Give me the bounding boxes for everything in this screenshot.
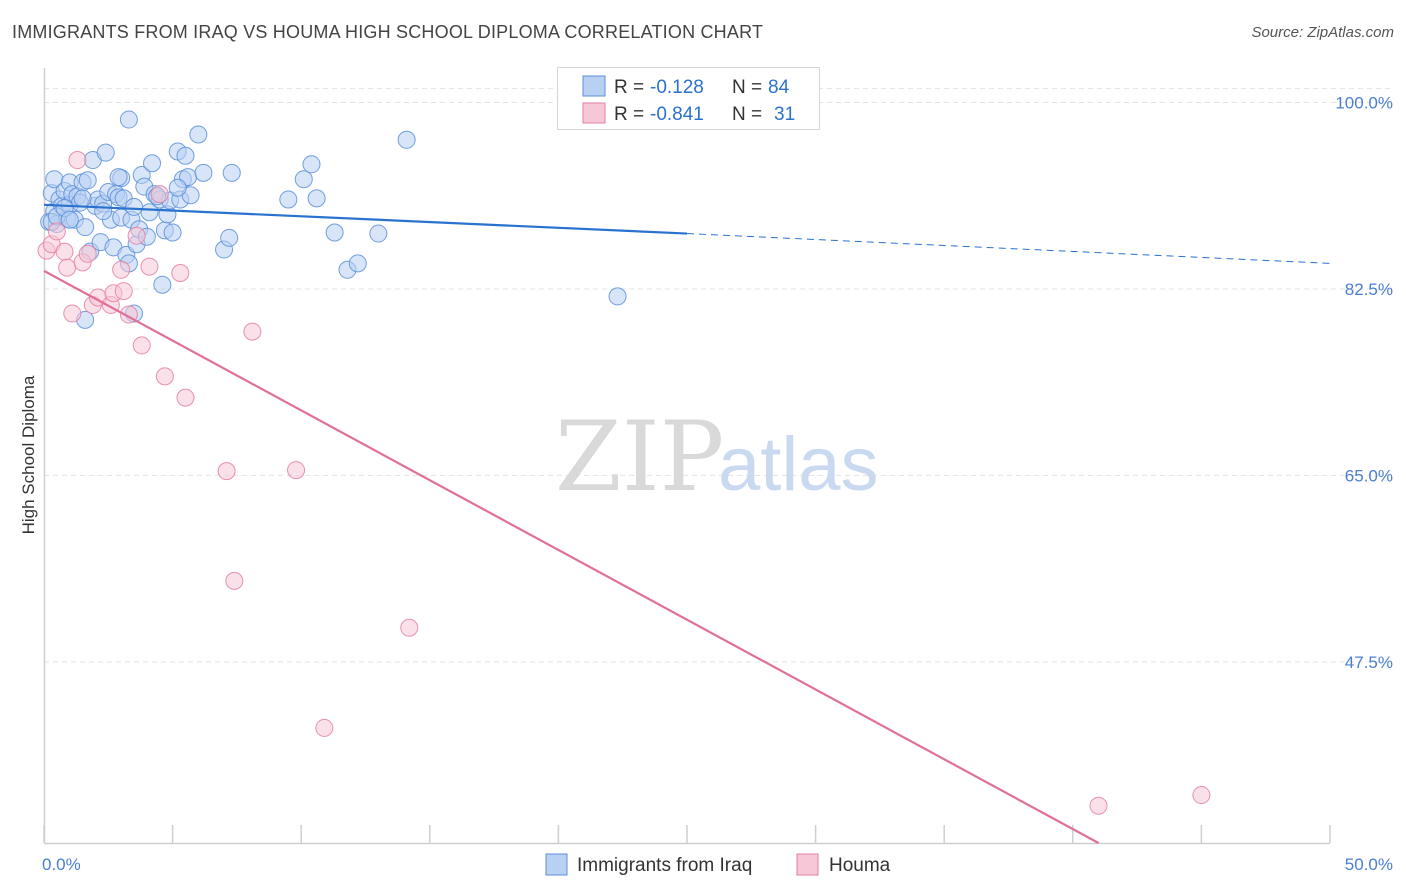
legend-houma-label[interactable]: Houma [829,855,891,876]
iraq-point [94,202,113,221]
watermark: ZIP atlas [555,401,879,513]
stats-iraq-r-value: -0.128 [650,77,704,98]
houma-point [1192,786,1211,805]
houma-point [58,258,77,277]
houma-point [155,367,174,386]
iraq-point [189,125,208,144]
iraq-point [96,143,115,162]
iraq-point [348,254,367,273]
houma-point [315,718,334,737]
iraq-trend-extension [686,233,1331,264]
iraq-point [109,168,128,187]
iraq-point [608,287,627,306]
iraq-point [176,146,195,165]
legend-iraq-label[interactable]: Immigrants from Iraq [577,855,752,876]
legend-houma-swatch[interactable] [796,853,819,876]
stats-houma-n-value: 31 [774,104,795,125]
iraq-point [307,189,326,208]
houma-point [225,571,244,590]
iraq-point [78,171,97,190]
y-tick-labels: 100.0% 82.5% 65.0% 47.5% [1335,94,1393,672]
houma-trend-line [43,269,1100,844]
stats-iraq-n-value: 84 [768,77,790,98]
iraq-point [153,275,172,294]
houma-point [112,260,131,279]
houma-point [400,618,419,637]
iraq-point [163,223,182,242]
iraq-point [369,224,388,243]
stats-houma-r-value: -0.841 [650,104,704,125]
iraq-point [220,228,239,247]
houma-point [243,322,262,341]
houma-point [171,263,190,282]
iraq-point [76,218,95,237]
series-iraq-points [40,110,627,329]
stats-houma-swatch [582,102,606,124]
iraq-point [73,189,92,208]
y-tick-label: 65.0% [1345,466,1393,485]
houma-point [63,304,82,323]
houma-point [132,336,151,355]
iraq-point [279,190,298,209]
stats-iraq-n-label: N = [732,77,762,98]
houma-point [127,226,146,245]
stats-box: R = -0.128 N = 84 R = -0.841 N = 31 [557,67,820,130]
iraq-point [119,110,138,129]
y-tick-label: 47.5% [1345,653,1393,672]
x-tick-label: 0.0% [42,855,81,874]
iraq-point [222,163,241,182]
legend[interactable]: Immigrants from Iraq Houma [545,853,891,876]
source-label: Source: ZipAtlas.com [1251,24,1394,41]
iraq-point [125,197,144,216]
x-tick-labels: 0.0% 50.0% [42,855,1393,874]
chart-title: IMMIGRANTS FROM IRAQ VS HOUMA HIGH SCHOO… [12,22,764,42]
houma-point [1089,796,1108,815]
houma-point [140,257,159,276]
houma-point [68,151,87,170]
iraq-point [397,130,416,149]
houma-point [114,282,133,301]
y-tick-label: 100.0% [1335,94,1393,113]
iraq-point [168,178,187,197]
trend-lines [43,203,1331,844]
watermark-zip: ZIP [555,401,724,513]
stats-iraq-swatch [582,75,606,97]
iraq-point [143,154,162,173]
houma-point [176,388,195,407]
iraq-point [60,210,79,229]
stats-houma-r-label: R = [614,104,644,125]
houma-point [217,462,236,481]
houma-point [287,461,306,480]
y-tick-label: 82.5% [1345,280,1393,299]
grid-lines [44,88,1394,663]
houma-point [150,185,169,204]
x-tick-label: 50.0% [1345,855,1393,874]
stats-iraq-r-label: R = [614,77,644,98]
stats-houma-n-label: N = [732,104,762,125]
iraq-point [194,163,213,182]
houma-point [78,244,97,263]
iraq-point [302,155,321,174]
iraq-point [294,170,313,189]
y-axis-label: High School Diploma [19,375,38,534]
iraq-point [325,223,344,242]
iraq-trend-line [43,203,688,235]
x-ticks [43,825,1331,843]
legend-iraq-swatch[interactable] [545,853,568,876]
houma-point [47,222,66,241]
watermark-atlas: atlas [718,422,879,507]
houma-point [55,242,74,261]
